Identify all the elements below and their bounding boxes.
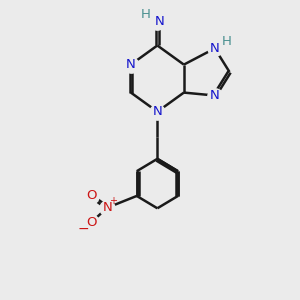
Text: O: O: [86, 216, 96, 229]
Text: N: N: [126, 58, 136, 71]
Text: N: N: [210, 89, 220, 102]
Text: O: O: [86, 189, 96, 203]
Text: N: N: [152, 105, 162, 118]
Text: H: H: [141, 8, 151, 21]
Text: −: −: [77, 222, 89, 236]
Text: N: N: [102, 201, 112, 214]
Text: +: +: [109, 196, 117, 206]
Text: N: N: [155, 15, 165, 28]
Text: H: H: [222, 35, 232, 48]
Text: N: N: [210, 42, 220, 55]
